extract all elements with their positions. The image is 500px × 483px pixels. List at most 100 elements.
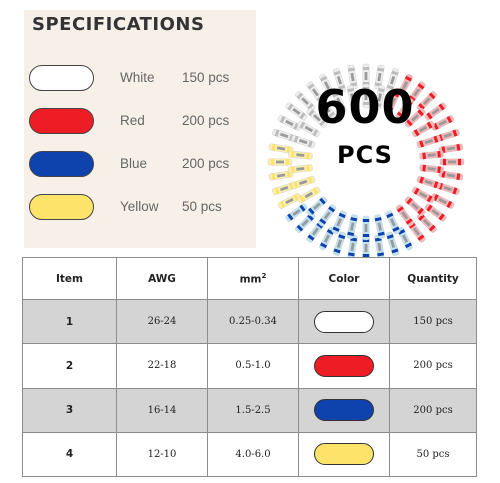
connector-band — [307, 103, 314, 110]
specifications-title: SPECIFICATIONS — [32, 14, 205, 35]
connector-band — [422, 164, 427, 172]
connector-solder-core — [285, 197, 294, 205]
connector-band — [319, 99, 327, 106]
connector-band — [428, 92, 436, 100]
connector-tube — [332, 231, 346, 256]
connector-band — [396, 206, 404, 213]
connector-band — [413, 187, 420, 195]
connector-tube — [416, 175, 441, 189]
connector-band — [456, 173, 461, 181]
connector-band — [417, 83, 425, 90]
connector-tube — [346, 85, 358, 110]
connector-band — [338, 212, 346, 219]
connector-tube — [419, 164, 444, 174]
connector-band — [293, 135, 299, 143]
connector-tube — [362, 215, 370, 241]
connector-band — [433, 181, 439, 189]
connector-band — [296, 92, 304, 100]
connector-tube — [291, 135, 316, 149]
connector-solder-core — [424, 179, 434, 185]
connector-band — [426, 204, 433, 212]
connector-solder-core — [292, 209, 301, 217]
connector-band — [347, 252, 355, 257]
piece-unit: PCS — [337, 141, 393, 169]
connector-solder-core — [431, 209, 440, 217]
connector-solder-core — [323, 211, 331, 220]
connector-tube — [306, 81, 325, 104]
connector-solder-core — [323, 104, 331, 113]
connector-solder-core — [364, 72, 368, 80]
connector-band — [362, 239, 370, 242]
connector-band — [419, 140, 425, 148]
connector-band — [299, 121, 306, 129]
connector-tube — [291, 175, 316, 189]
cell-color — [298, 431, 390, 478]
connector-solder-core — [311, 227, 319, 236]
cell-awg: 16-14 — [116, 387, 208, 433]
connector-band — [408, 222, 416, 229]
connector-solder-core — [336, 97, 343, 106]
yellow-swatch — [29, 194, 94, 220]
spec-row-yellow: Yellow 50 pcs — [29, 194, 249, 220]
connector-solder-core — [336, 218, 343, 227]
connector-band — [312, 187, 319, 195]
connector-solder-core — [377, 93, 382, 102]
connector-solder-core — [296, 167, 305, 171]
connector-band — [392, 226, 400, 232]
connector-band — [307, 176, 313, 184]
connector-tube — [416, 212, 437, 233]
cell-item: 4 — [22, 431, 117, 478]
connector-band — [286, 158, 289, 166]
connector-band — [437, 150, 441, 158]
connector-tube — [430, 193, 455, 209]
cell-quantity: 150 pcs — [389, 299, 477, 345]
connector-band — [417, 109, 424, 117]
cell-awg: 22-18 — [116, 343, 208, 389]
table-row: 3 16-14 1.5-2.5 200 pcs — [22, 387, 477, 433]
connector-band — [274, 187, 280, 195]
connector-solder-core — [377, 242, 382, 252]
connector-solder-core — [292, 107, 301, 115]
connector-band — [398, 89, 406, 95]
connector-band — [293, 181, 299, 189]
connector-band — [287, 103, 294, 111]
connector-tube — [295, 91, 316, 112]
connector-band — [405, 218, 413, 225]
spec-qty: 200 pcs — [182, 113, 230, 128]
connector-solder-core — [390, 75, 396, 85]
connector-solder-core — [364, 224, 368, 232]
connector-band — [299, 204, 306, 212]
blue-color-swatch — [314, 399, 374, 422]
connector-tube — [362, 83, 370, 109]
connector-tube — [411, 120, 435, 138]
connector-solder-core — [285, 119, 294, 127]
connector-solder-core — [443, 186, 453, 192]
connector-band — [307, 83, 315, 90]
connector-tube — [386, 68, 400, 93]
connector-band — [312, 129, 319, 137]
connector-band — [419, 176, 425, 184]
connector-band — [307, 214, 314, 221]
connector-tube — [439, 158, 465, 166]
connector-tube — [416, 135, 441, 149]
red-color-swatch — [314, 354, 374, 377]
connector-tube — [411, 186, 435, 204]
connector-band — [377, 252, 385, 257]
cell-color — [298, 343, 390, 389]
connector-band — [428, 224, 436, 232]
connector-tube — [362, 235, 370, 261]
connector-band — [422, 152, 427, 160]
connector-band — [417, 207, 424, 215]
connector-band — [362, 67, 370, 70]
connector-solder-core — [377, 72, 382, 82]
connector-band — [338, 84, 346, 90]
connector-solder-core — [311, 88, 319, 97]
connector-band — [307, 140, 313, 148]
connector-solder-core — [413, 227, 421, 236]
connector-solder-core — [350, 93, 355, 102]
connector-band — [377, 67, 385, 72]
connector-band — [308, 109, 315, 117]
cell-mm2: 0.5-1.0 — [207, 343, 299, 389]
connector-solder-core — [377, 222, 382, 231]
connector-band — [438, 213, 445, 221]
